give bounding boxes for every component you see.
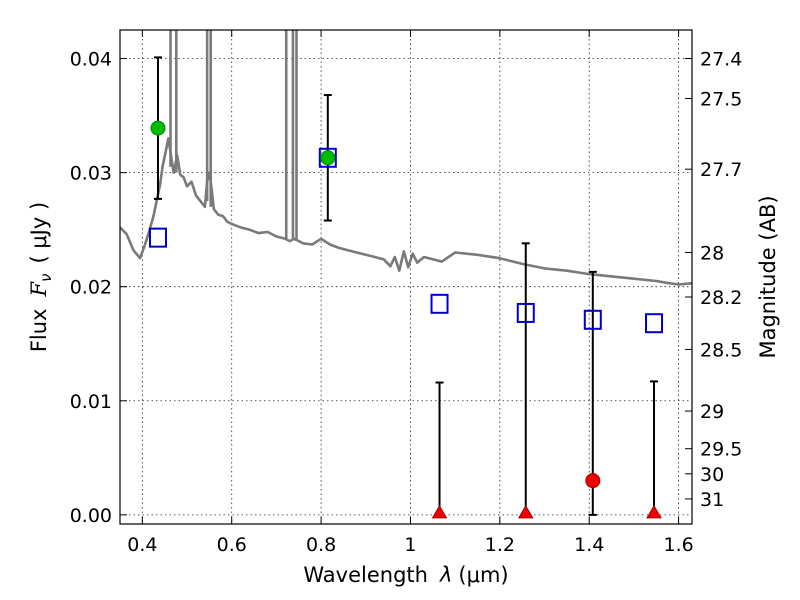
- model-point-square: [583, 309, 602, 330]
- x-tick-label: 1.4: [574, 534, 604, 556]
- x-axis-label: Wavelength λ (μm): [303, 563, 508, 587]
- y-tick-label: 0.00: [70, 505, 112, 527]
- error-bars: [153, 56, 659, 516]
- grid-lines: [120, 30, 692, 524]
- upper-limit-triangle: [517, 504, 534, 519]
- mag-tick-label: 28.5: [700, 339, 742, 361]
- data-point-circle: [320, 150, 336, 166]
- axis-ticks: 0.4 0.6 0.8 1 1.2 1.4 1.6 0.00 0.01 0.02 0.03 0.04 2…: [70, 30, 742, 556]
- plot-frame: [119, 29, 693, 525]
- y-tick-label: 0.01: [70, 391, 112, 413]
- x-tick-label: 0.8: [306, 534, 336, 556]
- mag-tick-label: 28.2: [700, 287, 742, 309]
- y-axis-label: FluxFν( μJy ): [27, 202, 55, 352]
- upper-limit-triangle: [431, 504, 448, 519]
- mag-tick-label: 29: [700, 401, 724, 423]
- y-tick-label: 0.03: [70, 163, 112, 185]
- mag-tick-label: 27.7: [700, 159, 742, 181]
- y2-axis-label: Magnitude (AB): [756, 195, 780, 358]
- y-tick-label: 0.02: [70, 277, 112, 299]
- mag-tick-label: 31: [700, 489, 724, 511]
- upper-limit-triangle: [646, 504, 662, 519]
- model-point-square: [430, 293, 449, 314]
- model-point-square: [516, 302, 535, 323]
- model-sed-layer: [120, 30, 692, 286]
- x-tick-label: 1.2: [485, 534, 515, 556]
- mag-tick-label: 27.5: [700, 88, 742, 110]
- mag-tick-label: 30: [700, 464, 724, 486]
- mag-tick-label: 27.4: [700, 49, 742, 71]
- model-point-square: [148, 227, 167, 248]
- mag-tick-label: 28: [700, 242, 724, 264]
- model-sed-line: [120, 137, 692, 286]
- data-point-circle: [150, 120, 166, 136]
- data-markers: [148, 120, 664, 519]
- mag-tick-label: 29.5: [700, 439, 742, 461]
- data-point-circle: [585, 473, 601, 489]
- x-tick-label: 0.6: [217, 534, 247, 556]
- x-tick-label: 0.4: [127, 534, 157, 556]
- model-point-square: [318, 147, 337, 168]
- y-tick-label: 0.04: [70, 49, 112, 71]
- model-point-square: [645, 313, 664, 334]
- x-tick-label: 1.6: [663, 534, 693, 556]
- x-tick-label: 1: [404, 534, 416, 556]
